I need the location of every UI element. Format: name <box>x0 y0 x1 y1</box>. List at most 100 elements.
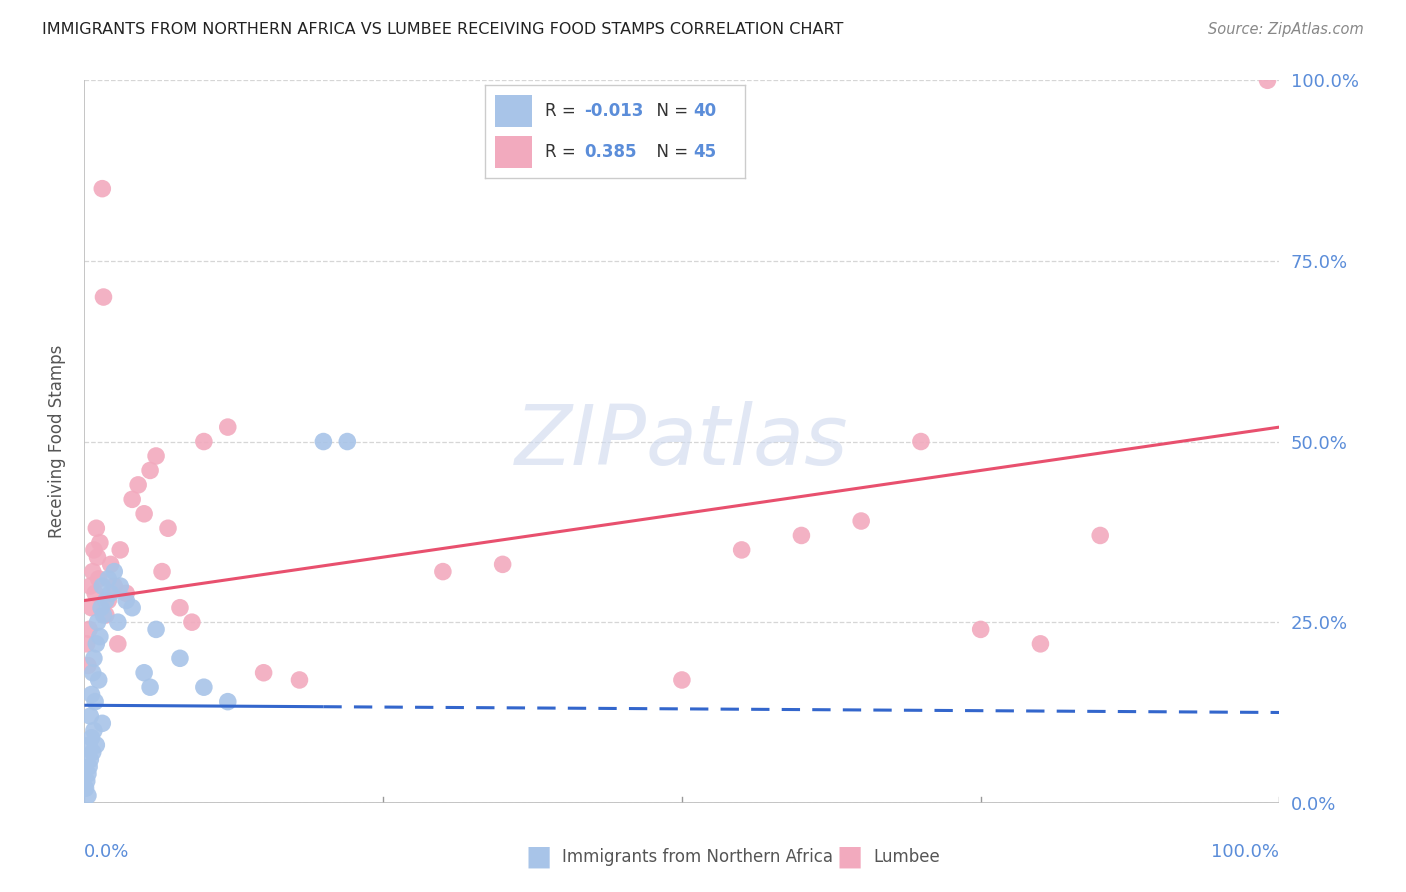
Point <box>288 673 311 687</box>
Point <box>217 695 239 709</box>
Point <box>107 615 129 630</box>
Point <box>107 637 129 651</box>
Point <box>121 492 143 507</box>
Point <box>79 579 101 593</box>
Point <box>80 687 103 701</box>
Point <box>76 637 98 651</box>
Point <box>132 665 156 680</box>
Point <box>89 535 111 549</box>
Text: N =: N = <box>647 144 693 161</box>
Point <box>731 542 754 557</box>
Point <box>100 558 122 572</box>
Point <box>103 565 125 579</box>
Point <box>97 593 120 607</box>
Point <box>145 449 167 463</box>
Point <box>82 745 104 759</box>
Text: IMMIGRANTS FROM NORTHERN AFRICA VS LUMBEE RECEIVING FOOD STAMPS CORRELATION CHAR: IMMIGRANTS FROM NORTHERN AFRICA VS LUMBE… <box>42 22 844 37</box>
Point <box>77 767 100 781</box>
Point <box>110 542 132 557</box>
Point <box>90 600 112 615</box>
Point <box>93 607 115 622</box>
Point <box>77 623 100 637</box>
Text: 40: 40 <box>693 102 716 120</box>
Point <box>217 420 239 434</box>
Point <box>77 658 100 673</box>
Point <box>94 607 117 622</box>
Text: N =: N = <box>647 102 693 120</box>
Point <box>83 723 105 738</box>
Point <box>139 680 162 694</box>
Point <box>181 615 204 630</box>
Point <box>253 665 276 680</box>
Text: 0.0%: 0.0% <box>84 843 129 861</box>
Text: Lumbee: Lumbee <box>873 848 939 866</box>
Text: Immigrants from Northern Africa: Immigrants from Northern Africa <box>562 848 834 866</box>
Point <box>76 774 98 789</box>
Point <box>1090 528 1112 542</box>
Point <box>87 572 110 586</box>
Point <box>492 558 515 572</box>
Text: 100.0%: 100.0% <box>1212 843 1279 861</box>
Point <box>432 565 454 579</box>
Point <box>169 600 191 615</box>
Point <box>77 738 100 752</box>
Point <box>139 463 162 477</box>
Point <box>157 521 180 535</box>
Point <box>86 637 108 651</box>
Text: ■: ■ <box>837 843 862 871</box>
Point <box>671 673 693 687</box>
Point <box>193 434 215 449</box>
FancyBboxPatch shape <box>495 136 531 168</box>
Point <box>336 434 359 449</box>
Point <box>115 593 138 607</box>
Point <box>86 615 108 630</box>
Point <box>83 651 105 665</box>
Y-axis label: Receiving Food Stamps: Receiving Food Stamps <box>48 345 66 538</box>
Point <box>100 586 122 600</box>
Point <box>77 789 100 803</box>
Point <box>145 623 167 637</box>
Text: R =: R = <box>546 144 586 161</box>
Point <box>91 579 114 593</box>
Text: R =: R = <box>546 102 581 120</box>
Point <box>127 478 149 492</box>
Point <box>84 586 107 600</box>
Text: 45: 45 <box>693 144 716 161</box>
Point <box>79 709 101 723</box>
Point <box>193 680 215 694</box>
Point <box>1029 637 1052 651</box>
Text: ZIPatlas: ZIPatlas <box>515 401 849 482</box>
Point <box>790 528 813 542</box>
Point <box>121 600 143 615</box>
Point <box>169 651 191 665</box>
Point <box>84 695 107 709</box>
Point <box>77 760 100 774</box>
Point <box>150 565 173 579</box>
Point <box>80 731 103 745</box>
Point <box>910 434 932 449</box>
Point <box>91 716 114 731</box>
Point <box>86 550 108 565</box>
Point <box>82 665 104 680</box>
Point <box>82 565 104 579</box>
Point <box>103 579 125 593</box>
Point <box>970 623 993 637</box>
Point <box>851 514 873 528</box>
Text: ■: ■ <box>526 843 551 871</box>
Text: -0.013: -0.013 <box>583 102 644 120</box>
Point <box>93 290 115 304</box>
FancyBboxPatch shape <box>495 95 531 127</box>
Point <box>75 781 97 796</box>
Point <box>110 579 132 593</box>
Text: Source: ZipAtlas.com: Source: ZipAtlas.com <box>1208 22 1364 37</box>
Point <box>115 586 138 600</box>
Point <box>94 593 117 607</box>
Point <box>80 600 103 615</box>
Text: 0.385: 0.385 <box>583 144 637 161</box>
Point <box>132 507 156 521</box>
Point <box>1257 73 1279 87</box>
Point <box>312 434 335 449</box>
Point <box>79 752 101 766</box>
Point <box>91 182 114 196</box>
Point <box>89 630 111 644</box>
